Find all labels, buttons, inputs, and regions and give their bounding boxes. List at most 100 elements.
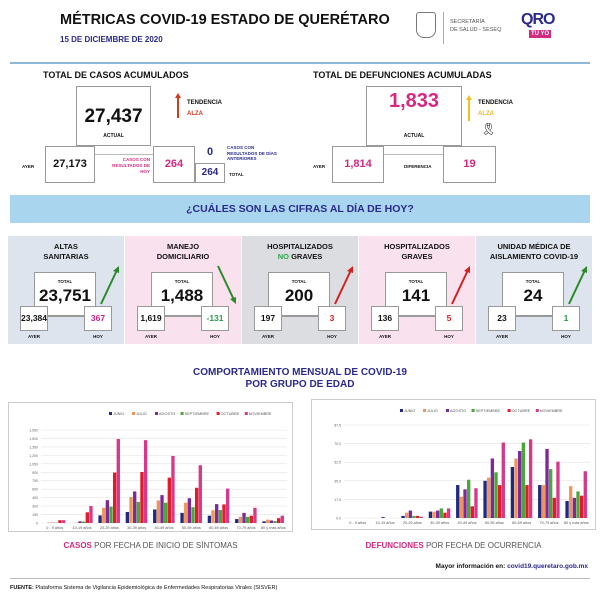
bar: [501, 442, 505, 518]
deaths-by-age-chart: 0.0 17.5 35.0 52.5 70.0 87.5 JUNIO JULIO AGOSTO S…: [311, 399, 596, 530]
legend-swatch: [216, 412, 220, 415]
bar: [494, 472, 498, 518]
bar: [276, 518, 281, 523]
qro-logo: QRO: [521, 11, 555, 28]
bar: [552, 497, 556, 518]
bar: [129, 497, 133, 523]
legend-swatch: [423, 409, 426, 412]
y-tick-label: 150: [32, 513, 38, 517]
bar: [156, 500, 161, 523]
bar: [78, 521, 82, 523]
y-tick-label: 0.0: [336, 517, 341, 521]
bar: [428, 511, 433, 518]
legend-swatch: [155, 412, 158, 415]
y-tick-label: 600: [32, 488, 38, 492]
connector: [394, 316, 438, 317]
legend-label: SEPTIEMBRE: [476, 409, 501, 413]
y-tick-label: 450: [32, 496, 38, 500]
bar: [215, 504, 219, 523]
legend-swatch: [535, 409, 539, 412]
casos-hoy-box: [153, 146, 195, 183]
defunciones-diferencia-value: 19: [463, 158, 476, 170]
secretaria-text: SECRETARÍA DE SALUD - SESEQ: [450, 19, 502, 33]
metric-panel: ALTAS SANITARIAS TOTAL 23,751 23,384 367 A…: [8, 236, 124, 344]
x-tick-label: 60-69 años: [209, 526, 228, 530]
legend-label: AGOSTO: [159, 412, 175, 416]
legend-swatch: [180, 412, 184, 415]
panel-title: MANEJO DOMICILIARIO: [156, 242, 210, 261]
bar: [514, 458, 518, 518]
panel-hoy-label: HOY: [327, 334, 337, 339]
source-note: FUENTE: Plataforma Sistema de Vigilancia…: [10, 585, 278, 591]
bar: [249, 515, 253, 523]
bar: [167, 477, 171, 523]
x-tick-label: 40-49 años: [458, 521, 477, 525]
legend-label: SEPTIEMBRE: [185, 412, 210, 416]
arrow-up-icon: [177, 96, 179, 118]
legend-swatch: [400, 409, 403, 412]
bar: [459, 496, 464, 518]
panel-ayer-value: 23,384: [20, 306, 48, 331]
bar: [171, 455, 175, 523]
bar: [565, 500, 569, 518]
bar: [218, 510, 223, 523]
panel-hoy-value: 1: [552, 306, 580, 331]
casos-hoy-value: 264: [164, 158, 184, 170]
bar: [439, 508, 444, 518]
panel-title: UNIDAD MÉDICA DE AISLAMIENTO COVID-19: [489, 242, 579, 261]
bar: [253, 507, 257, 523]
casos-anteriores-label: CASOS CON RESULTADOS DE DÍAS ANTERIORES: [227, 145, 277, 161]
legend-label: JUNIO: [404, 409, 415, 413]
defunciones-actual-label: ACTUAL: [403, 133, 425, 139]
panel-total: 23,751: [39, 286, 91, 305]
bar: [541, 485, 546, 518]
bar: [280, 515, 284, 523]
bar: [572, 497, 577, 518]
logo-divider: [443, 12, 444, 44]
bar: [187, 498, 192, 523]
cases-chart-caption: CASOS POR FECHA DE INICIO DE SÍNTOMAS: [63, 541, 238, 550]
x-tick-label: 10-19 años: [73, 526, 92, 530]
bar: [525, 485, 529, 518]
defunciones-title: TOTAL DE DEFUNCIONES ACUMULADAS: [313, 70, 492, 80]
x-tick-label: 80 y más años: [564, 521, 589, 525]
y-tick-label: 87.5: [334, 424, 341, 428]
connector: [160, 316, 204, 317]
bar: [82, 521, 86, 523]
bar: [538, 485, 542, 518]
arrow-up-head: [466, 95, 472, 100]
bar: [140, 471, 144, 523]
bar: [109, 506, 113, 523]
panel-ayer-label: AYER: [495, 334, 509, 339]
arrow-up-icon: [468, 99, 470, 121]
y-tick-label: 300: [32, 505, 38, 509]
bar: [211, 510, 215, 523]
bar: [222, 504, 226, 523]
bar: [556, 461, 560, 518]
bar: [225, 488, 230, 523]
casos-total-box: [195, 163, 225, 183]
bar: [133, 491, 137, 523]
bar: [497, 485, 502, 518]
y-tick-label: 1,500: [29, 437, 38, 441]
y-tick-label: 750: [32, 479, 38, 483]
bar: [143, 440, 148, 523]
bar: [474, 488, 478, 518]
panel-ayer-label: AYER: [261, 334, 275, 339]
panel-ayer-label: AYER: [144, 334, 158, 339]
connector: [43, 316, 87, 317]
legend-label: OCTUBRE: [221, 412, 240, 416]
panel-hoy-value: 3: [318, 306, 346, 331]
x-tick-label: 40-49 años: [155, 526, 174, 530]
panel-ayer-label: AYER: [378, 334, 392, 339]
panel-hoy-value: 367: [84, 306, 112, 331]
legend-label: JUNIO: [113, 412, 124, 416]
legend-label: JULIO: [427, 409, 438, 413]
panel-total: 200: [284, 286, 314, 305]
x-tick-label: 10-19 años: [376, 521, 395, 525]
legend-label: AGOSTO: [450, 409, 466, 413]
info-link[interactable]: covid19.queretaro.gob.mx: [507, 563, 588, 570]
y-tick-label: 900: [32, 471, 38, 475]
trend-down-arrow-icon: [217, 265, 236, 304]
y-tick-label: 52.5: [334, 461, 341, 465]
